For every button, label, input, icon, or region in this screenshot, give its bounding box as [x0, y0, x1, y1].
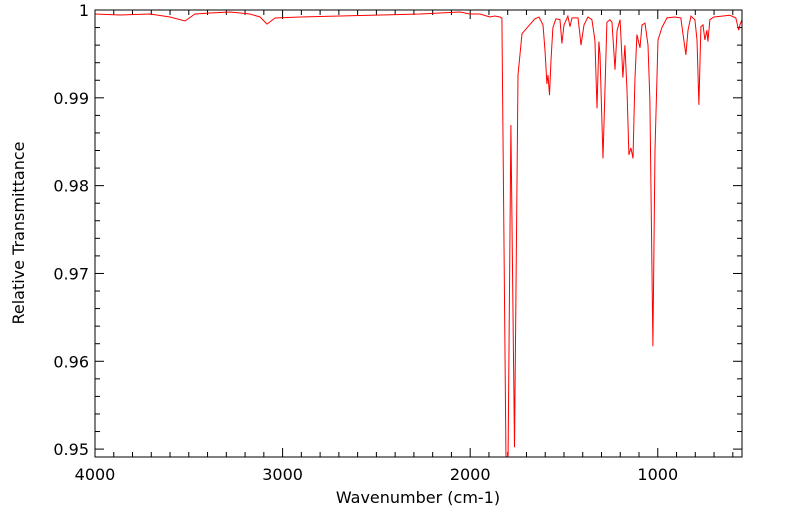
- y-axis-label: Relative Transmittance: [9, 141, 28, 324]
- x-tick-label: 1000: [637, 465, 678, 484]
- y-tick-labels: 0.95 0.96 0.97 0.98 0.99 1: [53, 1, 89, 459]
- x-tick-labels: 4000 3000 2000 1000: [75, 465, 678, 484]
- x-axis-label: Wavenumber (cm-1): [336, 488, 500, 507]
- y-tick-label: 1: [79, 1, 89, 20]
- spectrum-line: [95, 11, 742, 457]
- y-tick-label: 0.95: [53, 440, 89, 459]
- y-tick-label: 0.96: [53, 352, 89, 371]
- x-tick-label: 2000: [450, 465, 491, 484]
- plot-frame: [94, 9, 743, 458]
- y-tick-label: 0.99: [53, 89, 89, 108]
- axis-ticks: [94, 9, 742, 457]
- y-tick-label: 0.98: [53, 177, 89, 196]
- y-tick-label: 0.97: [53, 264, 89, 283]
- x-tick-label: 3000: [262, 465, 303, 484]
- x-tick-label: 4000: [75, 465, 116, 484]
